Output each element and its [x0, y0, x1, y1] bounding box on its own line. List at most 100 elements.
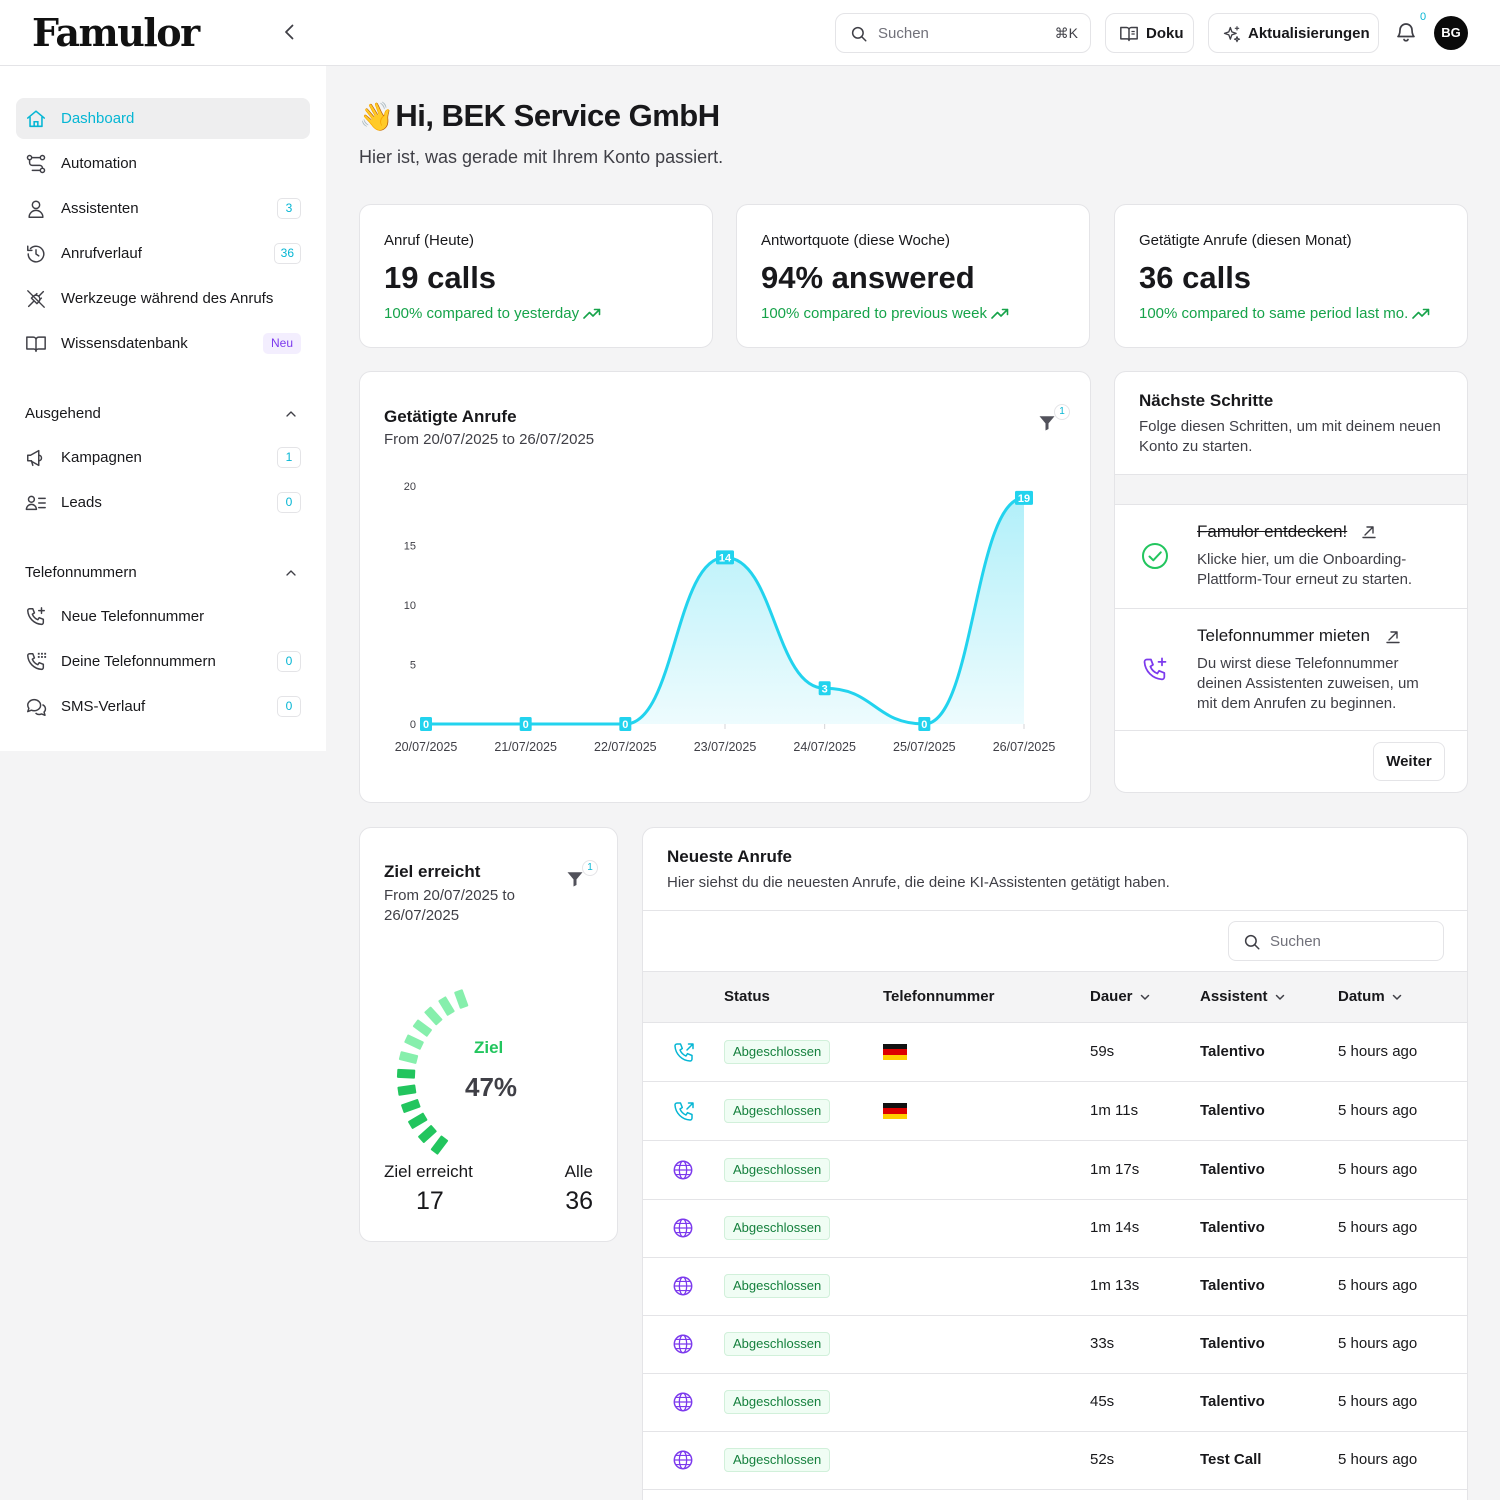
- sidebar-item-assistenten[interactable]: Assistenten 3: [16, 188, 310, 229]
- gauge-segment: [398, 1051, 419, 1064]
- step-famulor-entdecken[interactable]: Famulor entdecken! Klicke hier, um die O…: [1115, 505, 1467, 608]
- assistant-cell: Talentivo: [1200, 1161, 1265, 1178]
- sidebar-item-anrufverlauf[interactable]: Anrufverlauf 36: [16, 233, 310, 274]
- trending-up-icon: [991, 308, 1009, 319]
- date-cell: 5 hours ago: [1338, 1277, 1418, 1294]
- chart-date-range: From 20/07/2025 to 26/07/2025: [384, 431, 595, 448]
- duration-cell: 1m 17s: [1090, 1161, 1140, 1178]
- goal-title: Ziel erreicht: [384, 862, 481, 881]
- status-badge: Abgeschlossen: [724, 1040, 831, 1064]
- calls-search-input[interactable]: Suchen: [1228, 921, 1444, 961]
- globe-icon: [672, 1333, 694, 1355]
- table-header: Status Telefonnummer Dauer Assistent Dat…: [643, 971, 1467, 1023]
- status-badge: Abgeschlossen: [724, 1332, 831, 1356]
- chart-filter-button[interactable]: [1038, 414, 1056, 432]
- status-badge: Abgeschlossen: [724, 1448, 831, 1472]
- data-point-label: 0: [423, 719, 429, 731]
- gauge-segment: [424, 1006, 443, 1026]
- chevron-down-icon: [1140, 994, 1149, 1000]
- assistant-cell: Talentivo: [1200, 1102, 1265, 1119]
- funnel-icon: [567, 872, 583, 887]
- sidebar-item-label: Neue Telefonnummer: [61, 608, 205, 625]
- duration-cell: 1m 11s: [1090, 1102, 1139, 1119]
- sidebar-item-neue-telefonnummer[interactable]: Neue Telefonnummer: [16, 596, 310, 637]
- column-header-datum[interactable]: Datum: [1338, 988, 1403, 1005]
- section-title: Ausgehend: [25, 405, 101, 422]
- goal-all-label: Alle: [564, 1162, 593, 1181]
- y-tick-label: 5: [410, 660, 416, 672]
- data-point-marker: [519, 717, 532, 731]
- goal-gauge: [396, 989, 469, 1155]
- page-subtitle: Hier ist, was gerade mit Ihrem Konto pas…: [359, 147, 724, 167]
- doku-button[interactable]: Doku: [1105, 13, 1194, 53]
- sidebar-item-kampagnen[interactable]: Kampagnen 1: [16, 437, 310, 478]
- goal-center-label: Ziel: [474, 1038, 504, 1057]
- divider: [1115, 608, 1467, 609]
- date-cell: 5 hours ago: [1338, 1102, 1418, 1119]
- sidebar-item-automation[interactable]: Automation: [16, 143, 310, 184]
- stat-value: 19 calls: [384, 260, 497, 295]
- sidebar-item-label: SMS-Verlauf: [61, 698, 146, 715]
- section-header-telefonnummern[interactable]: Telefonnummern: [25, 561, 303, 585]
- filter-count-badge: 1: [582, 860, 598, 876]
- famulor-logo[interactable]: Famulor: [32, 10, 200, 55]
- page-title-text: Hi, BEK Service GmbH: [395, 98, 720, 133]
- duration-cell: 52s: [1090, 1451, 1115, 1468]
- next-steps-card: Nächste Schritte Folge diesen Schritten,…: [1114, 371, 1468, 793]
- sidebar-item-leads[interactable]: Leads 0: [16, 482, 310, 523]
- weiter-button[interactable]: Weiter: [1373, 742, 1445, 781]
- sidebar-item-werkzeuge[interactable]: Werkzeuge während des Anrufs: [16, 278, 310, 319]
- gauge-segment: [396, 1068, 416, 1079]
- gauge-segment: [404, 1034, 424, 1050]
- global-search-input[interactable]: Suchen ⌘K: [835, 13, 1091, 53]
- external-link-icon: [1385, 628, 1401, 644]
- count-badge: 1: [277, 447, 301, 468]
- external-link-icon: [1361, 523, 1377, 539]
- date-cell: 5 hours ago: [1338, 1043, 1418, 1060]
- table-row[interactable]: Abgeschlossen 33s Talentivo 5 hours ago: [643, 1315, 1467, 1374]
- column-header-assistent[interactable]: Assistent: [1200, 988, 1286, 1005]
- notifications-button[interactable]: [1394, 20, 1418, 44]
- table-row[interactable]: Abgeschlossen 45s Talentivo 5 hours ago: [643, 1373, 1467, 1432]
- plug-icon: [25, 288, 47, 310]
- home-icon: [25, 108, 47, 130]
- goal-filter-button[interactable]: [566, 870, 584, 888]
- collapse-sidebar-button[interactable]: [278, 20, 302, 44]
- sidebar-item-deine-telefonnummern[interactable]: Deine Telefonnummern 0: [16, 641, 310, 682]
- user-avatar[interactable]: BG: [1434, 16, 1468, 50]
- stat-label: Antwortquote (diese Woche): [761, 232, 950, 249]
- status-badge: Abgeschlossen: [724, 1274, 831, 1298]
- table-row[interactable]: Abgeschlossen 1m 11s Talentivo 5 hours ago: [643, 1082, 1467, 1141]
- x-tick-label: 24/07/2025: [793, 740, 856, 754]
- data-point-marker: [619, 717, 632, 731]
- assistant-cell: Talentivo: [1200, 1277, 1265, 1294]
- date-cell: 5 hours ago: [1338, 1393, 1418, 1410]
- table-row[interactable]: Abgeschlossen 59s Talentivo 5 hours ago: [643, 1023, 1467, 1082]
- sparkles-icon: [1222, 25, 1242, 45]
- globe-icon: [672, 1159, 694, 1181]
- sidebar-item-sms-verlauf[interactable]: SMS-Verlauf 0: [16, 686, 310, 727]
- x-tick-label: 20/07/2025: [395, 740, 458, 754]
- count-badge: 36: [273, 243, 301, 264]
- users-list-icon: [25, 492, 47, 514]
- chat-icon: [25, 696, 47, 718]
- sidebar-item-dashboard[interactable]: Dashboard: [16, 98, 310, 139]
- goal-card: Ziel erreicht From 20/07/2025 to 26/07/2…: [359, 827, 618, 1242]
- data-point-marker: [818, 681, 831, 696]
- column-header-dauer[interactable]: Dauer: [1090, 988, 1151, 1005]
- step-text: Klicke hier, um die Onboarding-Plattform…: [1197, 551, 1413, 588]
- table-row[interactable]: Abgeschlossen 1m 13s Talentivo 5 hours ago: [643, 1257, 1467, 1316]
- data-point-marker: [716, 550, 734, 565]
- updates-button[interactable]: Aktualisierungen: [1208, 13, 1379, 53]
- goal-reached-value: 17: [416, 1187, 444, 1215]
- table-row[interactable]: Abgeschlossen 1m 14s Talentivo 5 hours ago: [643, 1199, 1467, 1258]
- user-icon: [25, 198, 47, 220]
- table-row[interactable]: Abgeschlossen 52s Test Call 5 hours ago: [643, 1431, 1467, 1490]
- step-telefonnummer-mieten[interactable]: Telefonnummer mieten Du wirst diese Tele…: [1115, 609, 1467, 730]
- stat-trend: 100% compared to previous week: [761, 305, 1009, 322]
- section-header-ausgehend[interactable]: Ausgehend: [25, 402, 303, 426]
- sidebar-item-wissensdatenbank[interactable]: Wissensdatenbank Neu: [16, 323, 310, 364]
- column-header-status: Status: [724, 988, 770, 1005]
- table-row[interactable]: Abgeschlossen 1m 17s Talentivo 5 hours ago: [643, 1141, 1467, 1200]
- phone-plus-icon: [25, 606, 47, 628]
